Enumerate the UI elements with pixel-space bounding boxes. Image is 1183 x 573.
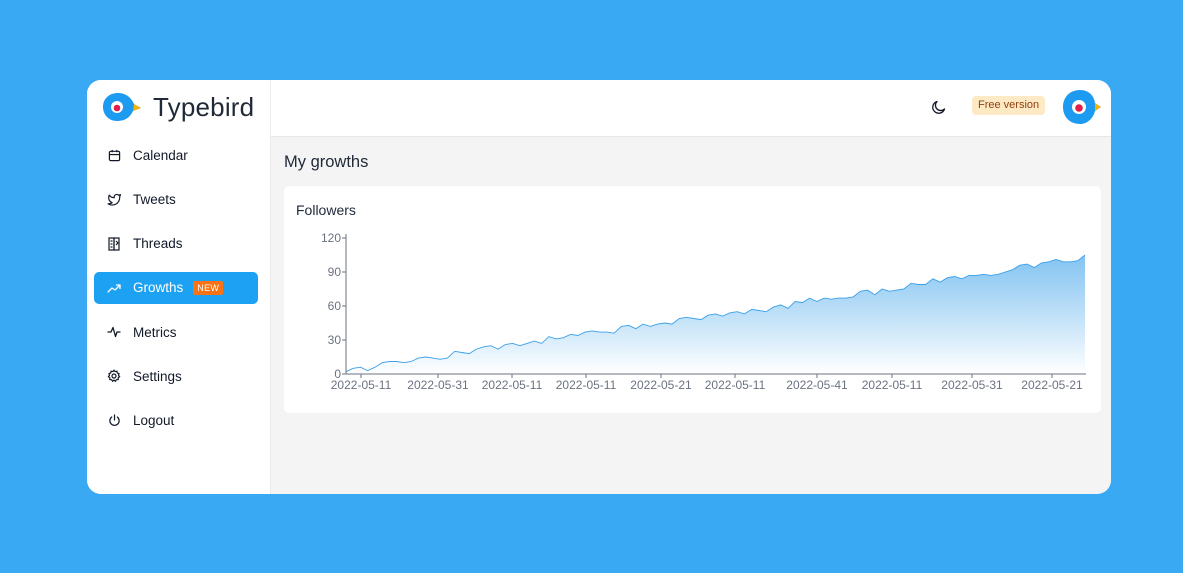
main-content: My growths Followers 0 30 60 90 120 2022-05-1…: [271, 137, 1111, 494]
x-tick-label: 2022-05-41: [786, 378, 848, 392]
sidebar-item-growths[interactable]: Growths NEW: [94, 271, 258, 304]
sidebar-item-label: Logout: [133, 413, 175, 429]
x-tick-label: 2022-05-11: [705, 378, 766, 392]
y-tick-label: 60: [328, 299, 342, 313]
sidebar-item-calendar[interactable]: Calendar: [94, 139, 258, 171]
x-tick-label: 2022-05-11: [862, 378, 923, 392]
followers-chart: 0 30 60 90 120 2022-05-11 2022-05-31 2022-05-11…: [321, 231, 1086, 392]
trending-up-icon: [107, 281, 121, 295]
x-tick-label: 2022-05-31: [407, 378, 469, 392]
y-tick-label: 120: [321, 231, 341, 245]
app-logo[interactable]: Typebird: [101, 89, 254, 125]
y-tick-label: 0: [334, 367, 341, 381]
activity-icon: [107, 325, 121, 339]
app-name: Typebird: [153, 91, 255, 122]
sidebar-item-metrics[interactable]: Metrics: [94, 316, 258, 348]
sidebar-item-label: Calendar: [133, 147, 188, 163]
sidebar-item-label: Metrics: [133, 324, 177, 340]
series-area: [346, 255, 1085, 374]
x-tick-label: 2022-05-21: [630, 378, 692, 392]
x-tick-label: 2022-05-11: [331, 378, 392, 392]
y-tick-label: 30: [328, 333, 342, 347]
twitter-bird-icon: [107, 192, 121, 206]
sidebar-item-label: Threads: [133, 236, 183, 252]
x-tick-label: 2022-05-11: [482, 378, 543, 392]
user-avatar[interactable]: [1062, 88, 1102, 126]
typebird-logo-icon: [103, 93, 141, 121]
calendar-icon: [107, 148, 121, 162]
power-icon: [107, 414, 121, 428]
sidebar-item-label: Growths: [133, 280, 184, 296]
plan-badge: Free version: [972, 96, 1046, 115]
page-title: My growths: [284, 153, 369, 171]
moon-icon[interactable]: [931, 99, 947, 115]
sidebar-item-label: Tweets: [133, 191, 176, 207]
top-bar: Free version: [271, 80, 1111, 137]
x-tick-label: 2022-05-31: [941, 378, 1003, 392]
x-tick-label: 2022-05-11: [556, 378, 617, 392]
typebird-avatar-icon: [1063, 90, 1101, 124]
sidebar-item-tweets[interactable]: Tweets: [94, 183, 258, 215]
app-window: Typebird Calendar Tweets Threads: [87, 80, 1111, 494]
sidebar-item-logout[interactable]: Logout: [94, 405, 258, 437]
sidebar: Typebird Calendar Tweets Threads: [87, 80, 271, 494]
sidebar-nav: Calendar Tweets Threads Growths NEW: [94, 139, 258, 449]
card-title: Followers: [296, 202, 356, 218]
x-tick-label: 2022-05-21: [1021, 378, 1083, 392]
gear-icon: [107, 369, 121, 383]
y-tick-label: 90: [328, 265, 342, 279]
sidebar-item-threads[interactable]: Threads: [94, 228, 258, 260]
series-line: [345, 254, 1086, 373]
sidebar-item-label: Settings: [133, 368, 182, 384]
new-badge: NEW: [193, 280, 224, 295]
followers-card: Followers 0 30 60 90 120 2022-05-11 2022-05-31…: [284, 186, 1101, 413]
threads-icon: [107, 236, 121, 251]
sidebar-item-settings[interactable]: Settings: [94, 360, 258, 392]
